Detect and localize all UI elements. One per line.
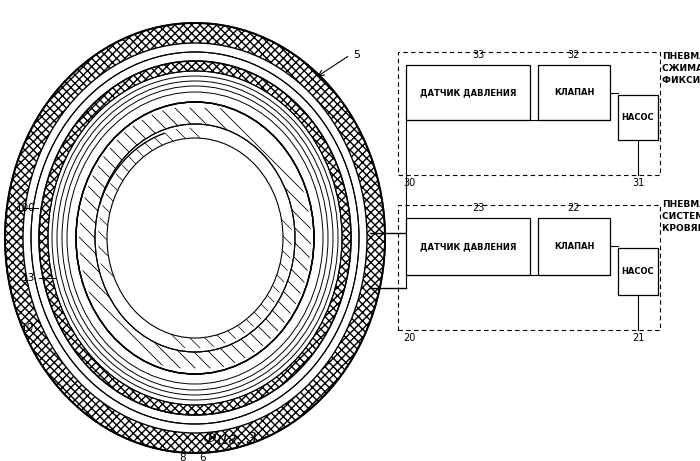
Text: ПНЕВМАТИЧЕСКАЯ
СЖИМАЮЩАЯ И
ФИКСИРУЮЩАЯ СИСТЕМА: ПНЕВМАТИЧЕСКАЯ СЖИМАЮЩАЯ И ФИКСИРУЮЩАЯ С…	[662, 52, 700, 85]
Text: Фиг. 3: Фиг. 3	[203, 431, 257, 448]
Text: КЛАПАН: КЛАПАН	[554, 88, 594, 97]
Text: 8: 8	[180, 453, 186, 461]
Text: 33: 33	[472, 50, 484, 60]
Text: НАСОС: НАСОС	[622, 267, 654, 276]
Ellipse shape	[107, 138, 283, 338]
Ellipse shape	[5, 23, 385, 453]
Ellipse shape	[76, 102, 314, 374]
Text: 22: 22	[568, 203, 580, 213]
Ellipse shape	[39, 61, 351, 415]
Text: КЛАПАН: КЛАПАН	[554, 242, 594, 251]
FancyBboxPatch shape	[538, 218, 610, 275]
Text: 31: 31	[632, 178, 644, 188]
Text: 23: 23	[472, 203, 484, 213]
Text: НАСОС: НАСОС	[622, 113, 654, 122]
Text: 13: 13	[22, 273, 35, 283]
Text: ДАТЧИК ДАВЛЕНИЯ: ДАТЧИК ДАВЛЕНИЯ	[420, 242, 516, 251]
Ellipse shape	[5, 23, 385, 453]
Text: 30: 30	[403, 178, 415, 188]
Text: 10: 10	[21, 323, 34, 333]
Text: 20: 20	[403, 333, 415, 343]
Text: ПНЕВМАТИЧЕСКАЯ
СИСТЕМА ИЗМЕРЕНИЯ
КРОВЯНОГО ДАВЛЕНИЯ: ПНЕВМАТИЧЕСКАЯ СИСТЕМА ИЗМЕРЕНИЯ КРОВЯНО…	[662, 200, 700, 233]
FancyBboxPatch shape	[406, 65, 530, 120]
FancyBboxPatch shape	[398, 52, 660, 175]
Ellipse shape	[48, 71, 342, 405]
Ellipse shape	[76, 102, 314, 374]
Text: 100: 100	[15, 203, 35, 213]
Ellipse shape	[23, 43, 367, 433]
Text: ДАТЧИК ДАВЛЕНИЯ: ДАТЧИК ДАВЛЕНИЯ	[420, 88, 516, 97]
FancyBboxPatch shape	[538, 65, 610, 120]
Ellipse shape	[76, 102, 314, 374]
Text: 5: 5	[353, 50, 360, 60]
Ellipse shape	[95, 124, 295, 352]
Text: 21: 21	[632, 333, 644, 343]
Text: 6: 6	[199, 453, 206, 461]
Ellipse shape	[31, 52, 359, 424]
Text: 32: 32	[568, 50, 580, 60]
FancyBboxPatch shape	[618, 95, 658, 140]
FancyBboxPatch shape	[406, 218, 530, 275]
FancyBboxPatch shape	[618, 248, 658, 295]
FancyBboxPatch shape	[398, 205, 660, 330]
